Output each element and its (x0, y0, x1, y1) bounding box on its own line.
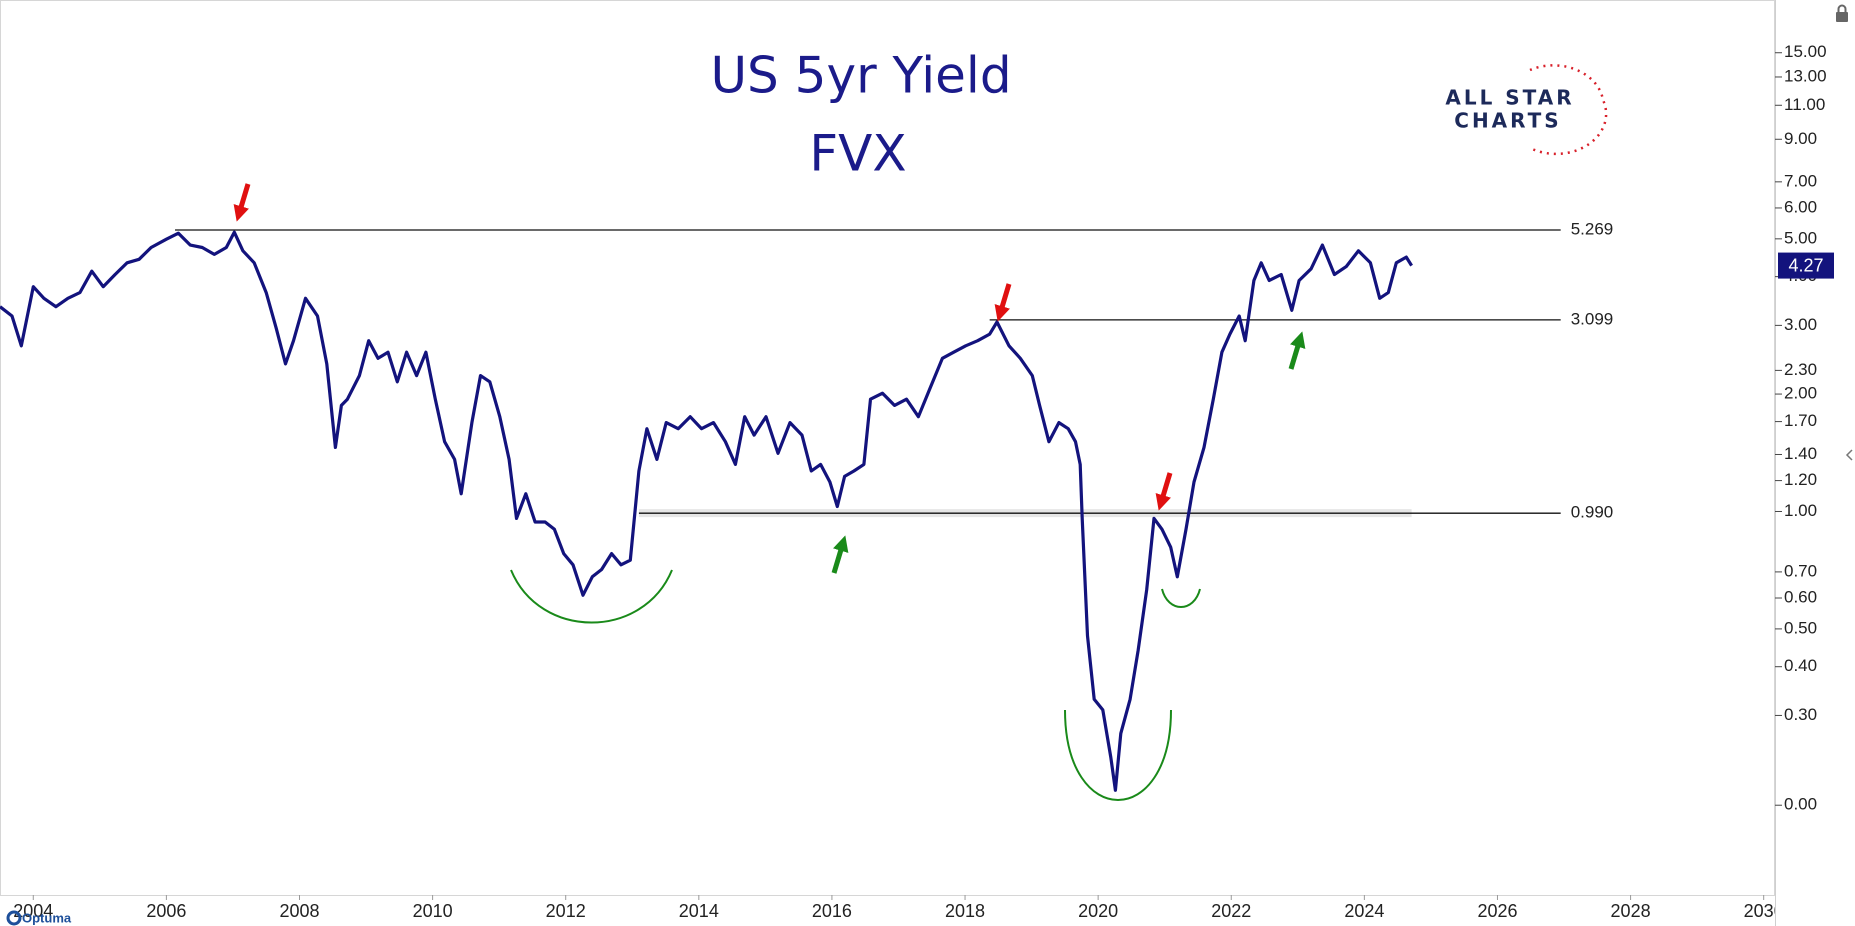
y-tick-label: 0.00 (1784, 795, 1817, 814)
y-tick-label: 0.30 (1784, 705, 1817, 724)
y-tick-label: 11.00 (1784, 95, 1825, 114)
red-arrow (994, 283, 1012, 322)
lock-body (1836, 12, 1848, 22)
y-tick-label: 9.00 (1784, 129, 1817, 148)
y-tick-label: 0.40 (1784, 656, 1817, 675)
y-tick-label: 1.70 (1784, 411, 1817, 430)
x-tick-label: 2008 (279, 901, 319, 921)
y-tick-label: 13.00 (1784, 66, 1827, 85)
plot-frame (0, 0, 1775, 896)
y-tick-label: 0.50 (1784, 618, 1817, 637)
series-line (0, 230, 1413, 792)
brand-icon (6, 910, 22, 926)
footer: Optuma (6, 910, 72, 926)
green-arrow (831, 535, 849, 574)
annotations (233, 183, 1306, 801)
y-tick-label: 3.00 (1784, 315, 1817, 334)
x-tick-label: 2012 (546, 901, 586, 921)
y-tick-label: 2.00 (1784, 384, 1817, 403)
chart-subtitle: FVX (809, 125, 906, 183)
last-value-label: 4.27 (1788, 255, 1823, 275)
x-tick-label: 2014 (679, 901, 719, 921)
x-tick-label: 2004 (13, 901, 53, 921)
x-tick-label: 2028 (1611, 901, 1651, 921)
x-tick-label: 2030 (1744, 901, 1784, 921)
x-tick-label: 2022 (1211, 901, 1251, 921)
x-tick-label: 2026 (1477, 901, 1517, 921)
last-value-tag (1778, 252, 1834, 279)
y-tick-label: 1.20 (1784, 470, 1817, 489)
collapse-arrow (1845, 449, 1853, 461)
x-tick-label: 2010 (413, 901, 453, 921)
red-arrow (233, 183, 251, 222)
red-arrow (1155, 472, 1173, 511)
y-tick-label: 1.00 (1784, 501, 1817, 520)
lock-shackle (1837, 4, 1847, 12)
y-tick-label: 5.00 (1784, 228, 1817, 247)
x-tick-label: 2006 (146, 901, 186, 921)
logo-line: ALL STAR (1445, 86, 1574, 110)
x-tick-label: 2020 (1078, 901, 1118, 921)
logo-line: CHARTS (1454, 109, 1561, 133)
x-tick-label: 2016 (812, 901, 852, 921)
x-tick-label: 2018 (945, 901, 985, 921)
y-tick-label: 6.00 (1784, 197, 1817, 216)
y-tick-label: 1.40 (1784, 444, 1817, 463)
green-arc (1161, 588, 1201, 608)
level-label: 5.269 (1571, 219, 1614, 238)
logo: ALL STAR CHARTS (1445, 64, 1608, 156)
brand: Optuma (22, 910, 72, 925)
y-tick-label: 0.70 (1784, 561, 1817, 580)
green-arc (510, 569, 673, 624)
x-tick-label: 2024 (1344, 901, 1384, 921)
green-arrow (1288, 331, 1306, 370)
green-arc (1064, 709, 1172, 801)
level-label: 0.990 (1571, 503, 1614, 522)
y-tick-label: 7.00 (1784, 171, 1817, 190)
lock-icon (1836, 4, 1848, 22)
level-label: 3.099 (1571, 309, 1614, 328)
y-tick-label: 2.30 (1784, 360, 1817, 379)
chart-title: US 5yr Yield (710, 47, 1011, 105)
y-axis-panel (1775, 0, 1855, 926)
y-tick-label: 15.00 (1784, 42, 1827, 61)
y-tick-label: 0.60 (1784, 587, 1817, 606)
